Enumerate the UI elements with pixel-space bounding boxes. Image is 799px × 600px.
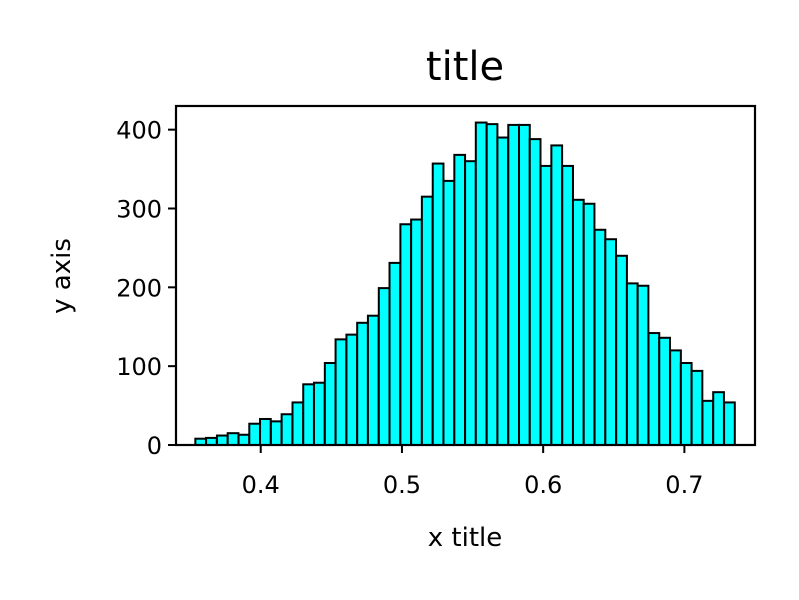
histogram-bar <box>561 164 574 446</box>
histogram-bar <box>550 144 564 446</box>
histogram-bar <box>312 381 326 446</box>
histogram-bar <box>226 432 240 446</box>
x-tick-label: 0.7 <box>665 471 703 499</box>
histogram-bar <box>701 399 715 447</box>
histogram-bar <box>528 138 542 446</box>
histogram-bar <box>625 282 639 446</box>
y-tick-label: 100 <box>116 353 162 381</box>
y-axis: 0 100 200 300 400 <box>116 117 176 460</box>
histogram-bar <box>593 228 607 446</box>
histogram-bar <box>420 195 434 446</box>
histogram-bar <box>669 349 682 447</box>
histogram-bar <box>647 332 661 446</box>
histogram-bar <box>723 401 736 447</box>
histogram-bar <box>679 362 693 447</box>
histogram-bar <box>571 198 585 446</box>
histogram-bar <box>485 123 499 446</box>
histogram-bar <box>259 417 272 447</box>
histogram-bar <box>464 160 477 447</box>
histogram-bar <box>377 287 391 446</box>
histogram-bar <box>712 391 725 447</box>
histogram-bar <box>345 333 359 446</box>
chart-title: title <box>426 44 504 90</box>
histogram-bar <box>539 164 553 446</box>
histogram-bar <box>269 420 283 447</box>
histogram-bar <box>215 434 229 446</box>
y-tick-label: 200 <box>116 274 162 302</box>
y-axis-label: y axis <box>47 238 77 314</box>
histogram-bar <box>658 336 671 447</box>
y-tick-label: 300 <box>116 195 162 223</box>
x-tick-label: 0.4 <box>242 471 280 499</box>
x-tick-label: 0.6 <box>524 471 562 499</box>
histogram-bar <box>518 123 531 446</box>
histogram-bar <box>582 202 596 446</box>
histogram-bar <box>431 162 445 446</box>
histogram-bar <box>474 121 488 446</box>
y-tick-label: 0 <box>147 432 162 460</box>
histogram-bar <box>507 123 521 446</box>
histogram-bar <box>615 254 628 446</box>
histogram-bar <box>323 362 337 447</box>
histogram-bar <box>334 338 348 447</box>
x-axis-label: x title <box>428 523 502 553</box>
histogram-bar <box>280 413 294 446</box>
x-axis: 0.4 0.5 0.6 0.7 <box>242 445 703 499</box>
histogram-bar <box>496 136 510 446</box>
histogram-bar <box>302 383 315 446</box>
histogram-bar <box>690 369 704 447</box>
histogram-bar <box>248 422 262 447</box>
histogram-bar <box>604 238 618 446</box>
x-tick-label: 0.5 <box>383 471 421 499</box>
histogram-bar <box>388 261 402 446</box>
histogram-bar <box>442 179 456 446</box>
histogram-bar <box>291 401 305 447</box>
histogram-bar <box>366 314 380 446</box>
histogram-bar <box>453 153 467 447</box>
histogram-bar <box>410 218 423 446</box>
histogram-bar <box>399 223 413 446</box>
histogram-bar <box>636 284 650 446</box>
histogram-bar <box>356 321 369 447</box>
plot-frame <box>174 104 757 447</box>
y-tick-label: 400 <box>116 117 162 145</box>
histogram-bar <box>237 433 251 446</box>
bars-group <box>194 121 736 447</box>
